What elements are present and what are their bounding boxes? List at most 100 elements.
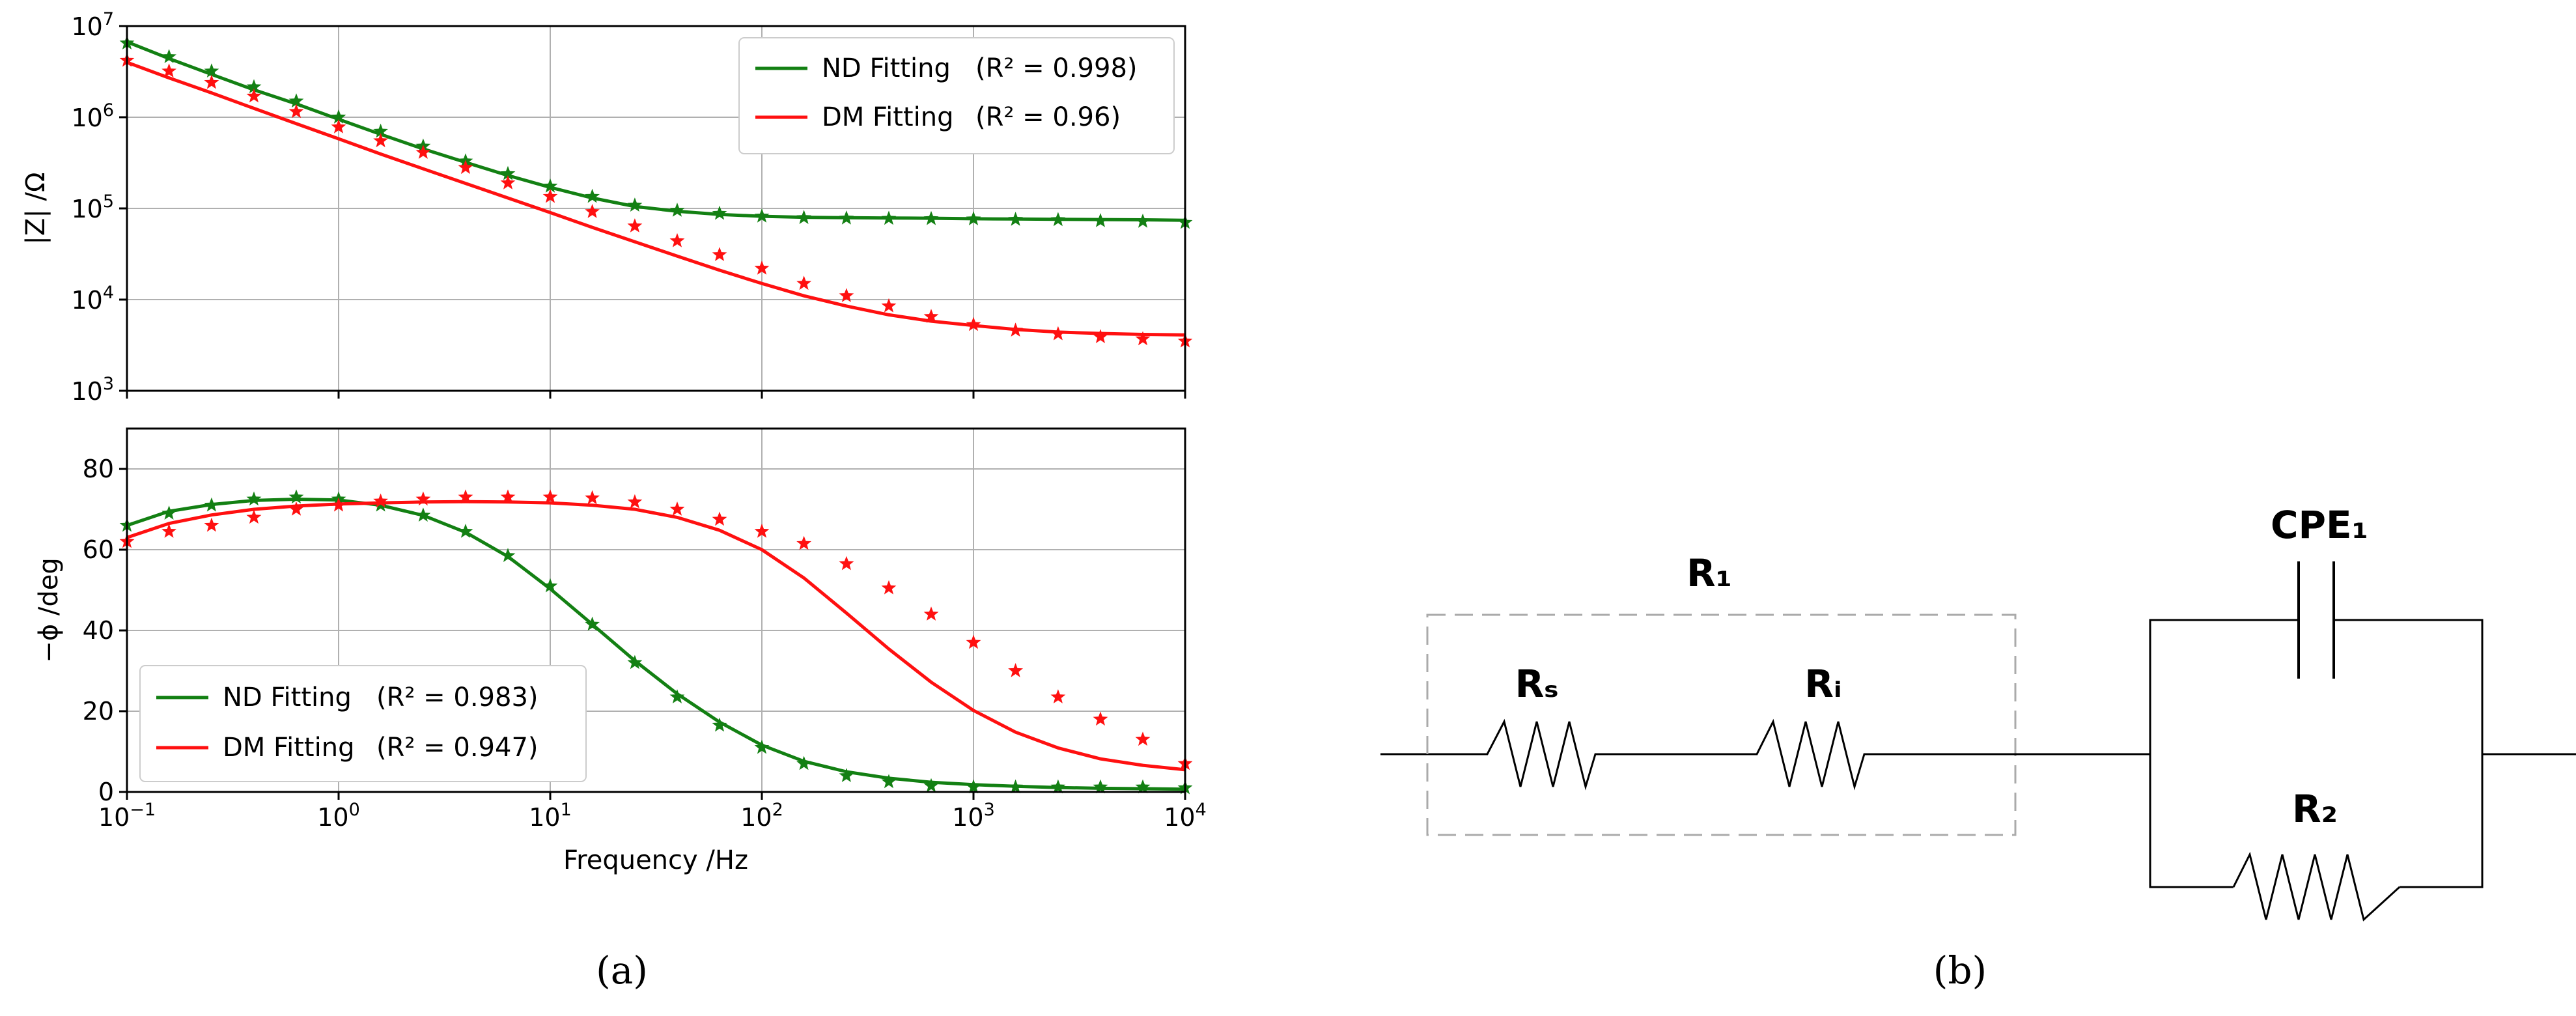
dm-data-point xyxy=(796,535,811,550)
legend-nd-name: ND Fitting xyxy=(822,53,951,83)
nd-data-point xyxy=(500,165,516,180)
nd-data-point xyxy=(923,210,939,225)
dm-data-point xyxy=(500,489,516,504)
y-tick-label: 103 xyxy=(71,374,114,406)
nd-data-point xyxy=(1008,212,1023,226)
dm-data-point xyxy=(1135,731,1151,746)
dm-data-point xyxy=(966,634,981,649)
nd-data-point xyxy=(246,491,262,506)
dm-data-point xyxy=(415,145,431,159)
nd-data-point xyxy=(839,210,854,225)
nd-data-point xyxy=(796,755,811,770)
legend-dm-r2: (R² = 0.96) xyxy=(975,102,1121,132)
y-tick-label: 80 xyxy=(83,455,114,483)
r2-label: R₂ xyxy=(2292,787,2338,831)
nd-data-point xyxy=(331,109,346,124)
dm-data-point xyxy=(161,63,176,78)
nd-data-point xyxy=(966,211,981,225)
nd-data-point xyxy=(288,489,304,504)
resistor-ri-icon xyxy=(1644,718,1921,791)
nd-data-point xyxy=(500,548,516,562)
parallel-branch-bottom-wire-right xyxy=(2400,754,2484,888)
dm-data-point xyxy=(839,556,854,571)
dm-data-point xyxy=(204,517,219,532)
dm-data-point xyxy=(331,119,346,134)
x-tick-label: 104 xyxy=(1164,800,1207,832)
magnitude-y-axis-label: |Z| /Ω xyxy=(21,172,51,244)
dm-data-point xyxy=(839,288,854,302)
magnitude-ticks: 103 104 105 106 107 xyxy=(71,9,1186,406)
dm-data-point xyxy=(1135,331,1151,346)
y-tick-label: 0 xyxy=(98,778,114,806)
y-tick-label: 104 xyxy=(71,283,114,315)
legend-nd-name: ND Fitting xyxy=(223,683,352,713)
nd-data-point xyxy=(669,203,685,217)
nd-data-point xyxy=(161,49,176,63)
nd-data-point xyxy=(1093,213,1108,227)
phase-legend: ND Fitting (R² = 0.983) DM Fitting (R² =… xyxy=(139,665,587,782)
nd-data-point xyxy=(458,524,473,538)
nd-data-point xyxy=(1050,212,1066,227)
nd-data-point xyxy=(204,63,219,78)
parallel-branch-bottom-wire xyxy=(2149,754,2233,888)
resistor-r2-icon xyxy=(2232,851,2401,922)
nd-data-point xyxy=(712,205,727,220)
nd-data-point xyxy=(1135,214,1151,228)
nd-data-point xyxy=(204,497,219,512)
panel-a-label: (a) xyxy=(596,948,648,993)
nd-data-point xyxy=(373,123,388,138)
dm-data-point xyxy=(1008,322,1023,337)
dm-data-point xyxy=(246,88,262,103)
x-tick-label: 103 xyxy=(952,800,995,832)
phase-ticks: 0 20 40 60 80 10−1 100 101 102 103 104 xyxy=(83,455,1207,832)
dm-data-point xyxy=(585,490,600,505)
nd-data-point xyxy=(542,178,558,193)
phase-plot-frame xyxy=(126,427,1186,793)
legend-nd-r2: (R² = 0.983) xyxy=(376,683,539,713)
dm-data-point xyxy=(669,233,685,247)
phase-series xyxy=(119,489,1193,795)
y-tick-label: 60 xyxy=(83,535,114,564)
dm-data-point xyxy=(627,494,643,509)
dm-data-point xyxy=(458,489,473,504)
nd-data-point xyxy=(966,779,981,794)
nd-data-point xyxy=(585,616,600,631)
nd-data-point xyxy=(923,778,939,793)
dm-data-point xyxy=(1093,329,1108,343)
nd-fit-line xyxy=(126,498,1186,791)
dm-data-point xyxy=(415,491,431,506)
legend-dm-name: DM Fitting xyxy=(822,102,953,132)
dm-data-point xyxy=(1050,326,1066,341)
nd-data-point xyxy=(754,208,770,223)
nd-data-point xyxy=(246,79,262,94)
ri-label: Rᵢ xyxy=(1804,662,1841,706)
dm-data-point xyxy=(500,175,516,190)
dm-data-point xyxy=(669,501,685,516)
dm-data-point xyxy=(1093,711,1108,726)
nd-data-point xyxy=(839,768,854,782)
phase-y-axis-label: −ϕ /deg xyxy=(34,557,64,662)
dm-data-point xyxy=(288,501,304,516)
dm-data-point xyxy=(288,104,304,119)
phase-legend-box xyxy=(139,665,587,782)
dm-data-point xyxy=(881,580,897,595)
dm-data-point xyxy=(881,298,897,313)
nd-fit-line xyxy=(126,40,1186,222)
dm-data-point xyxy=(331,497,346,512)
nd-data-point xyxy=(1050,779,1066,794)
nd-data-point xyxy=(288,93,304,108)
nd-data-point xyxy=(1135,779,1151,794)
dm-data-point xyxy=(712,511,727,526)
dm-data-point xyxy=(542,489,558,504)
cpe1-label: CPE₁ xyxy=(2271,503,2368,547)
x-tick-label: 100 xyxy=(317,800,360,832)
nd-data-point xyxy=(754,739,770,754)
dm-data-point xyxy=(458,160,473,175)
chart-phase: 0 20 40 60 80 10−1 100 101 102 103 104 −ϕ /deg Fre… xyxy=(34,427,1207,875)
dm-data-point xyxy=(246,509,262,524)
y-tick-label: 106 xyxy=(71,100,114,132)
y-tick-label: 20 xyxy=(83,697,114,726)
nd-data-point xyxy=(881,210,897,225)
